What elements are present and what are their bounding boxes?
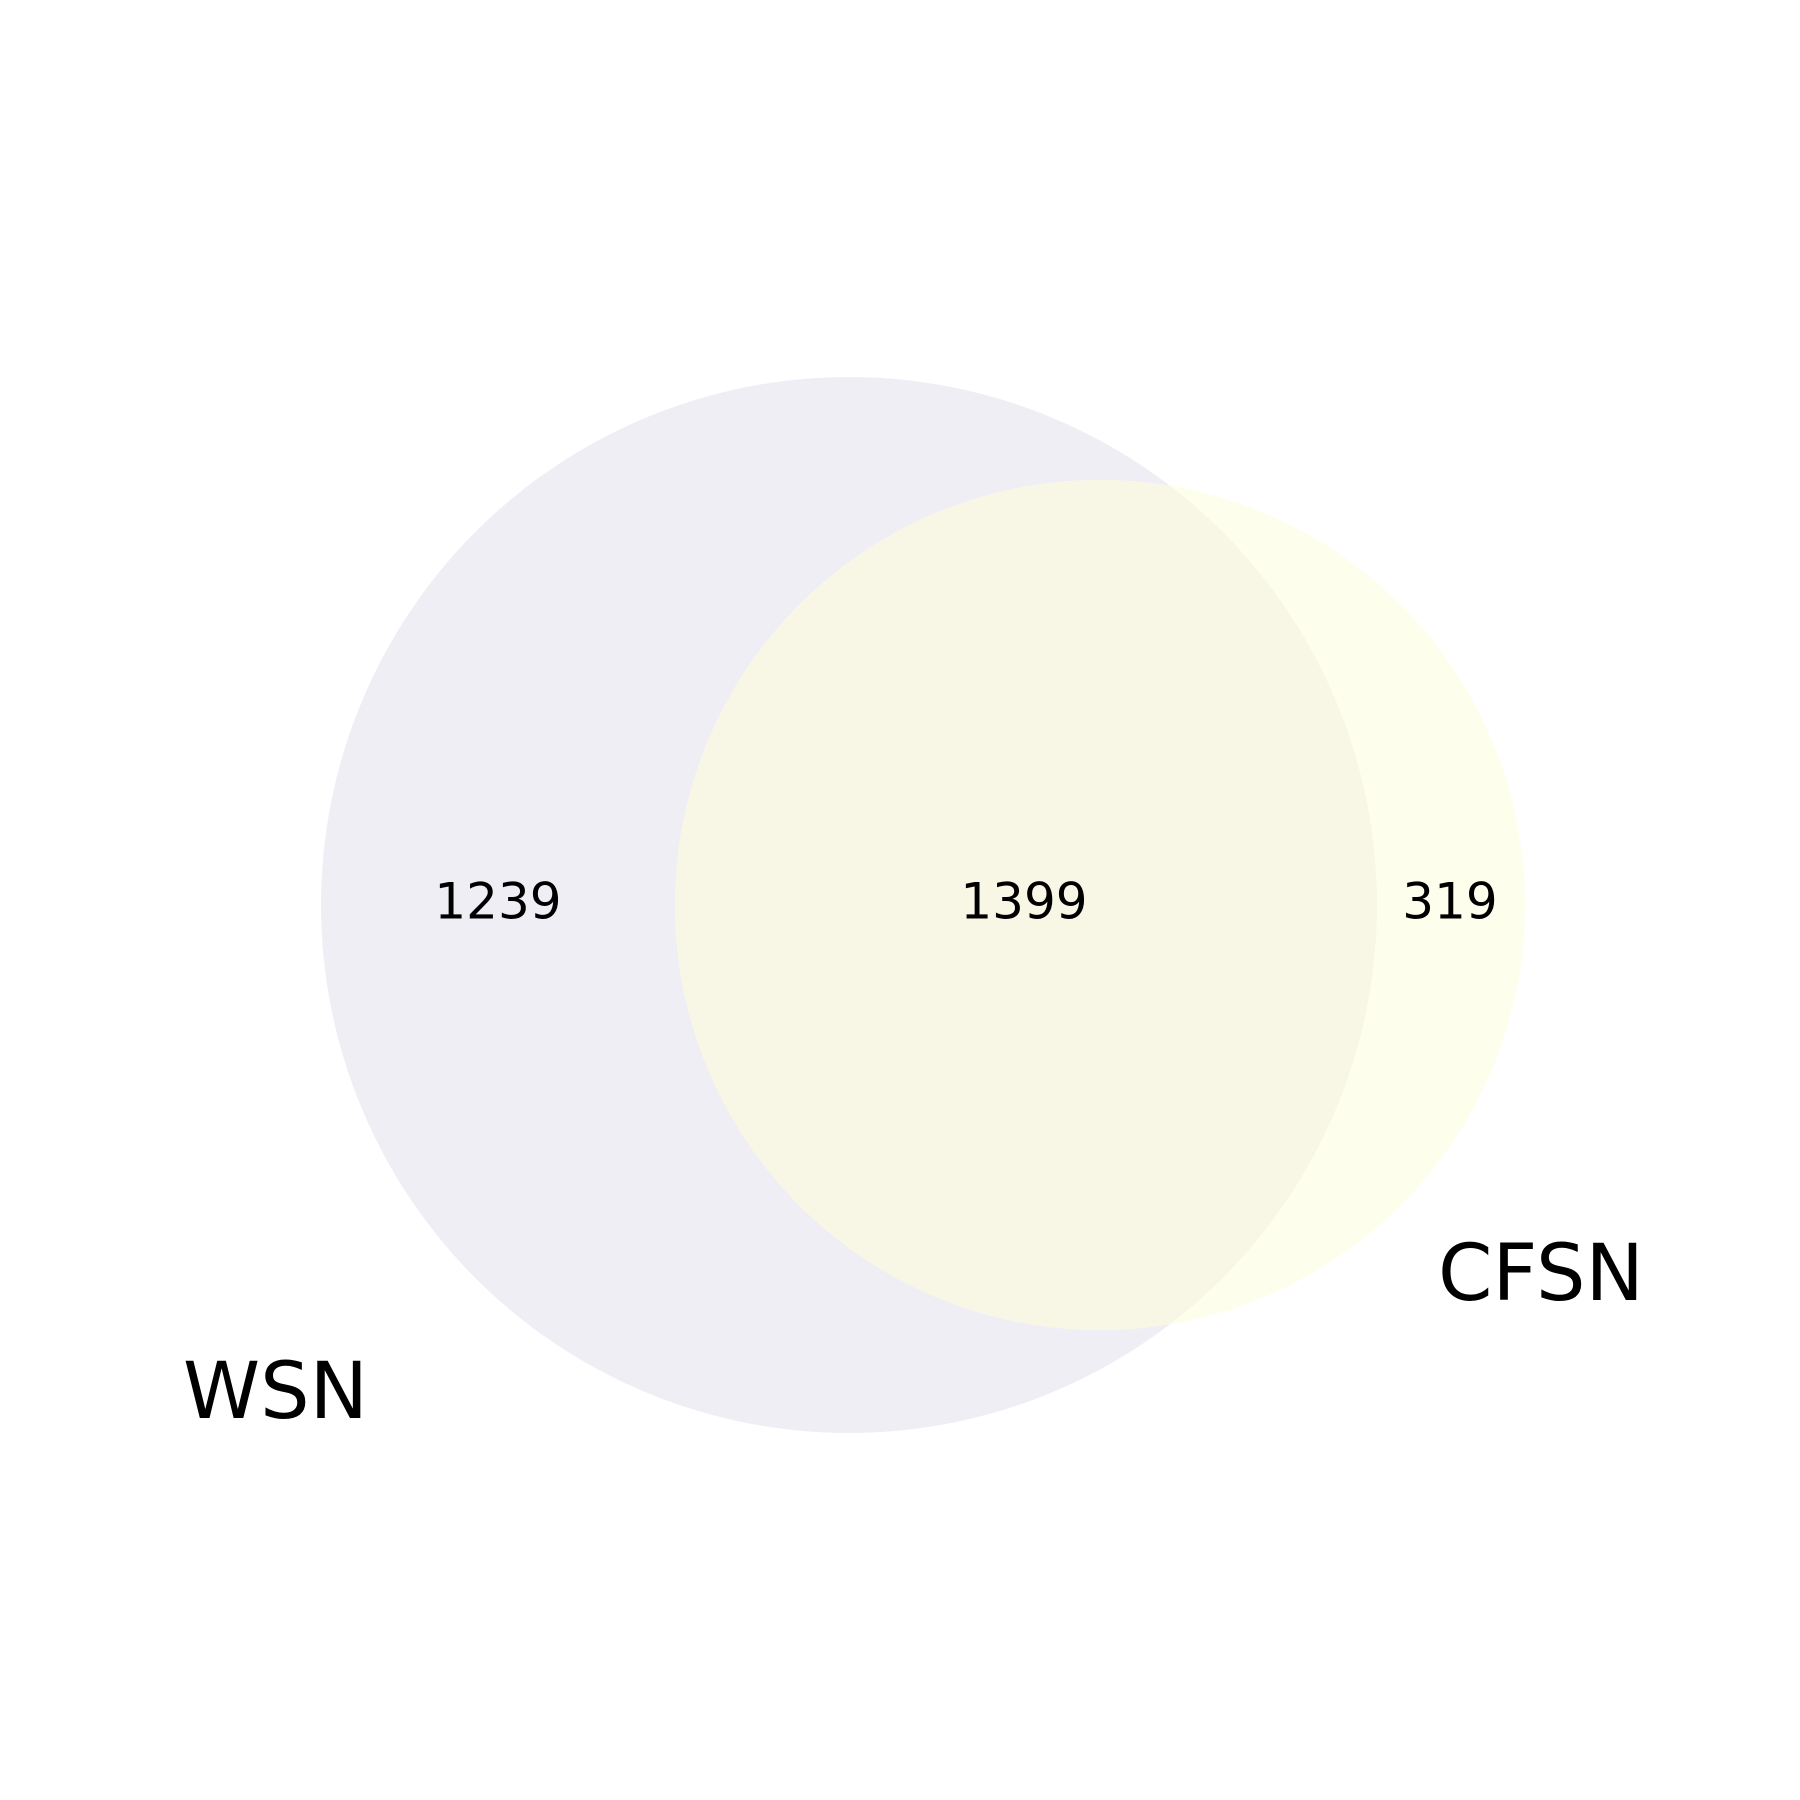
wsn-only-count: 1239 bbox=[434, 873, 561, 931]
intersection-region bbox=[675, 480, 1377, 1330]
cfsn-only-count: 319 bbox=[1402, 873, 1497, 931]
intersection-count: 1399 bbox=[960, 873, 1087, 931]
cfsn-set-label: CFSN bbox=[1438, 1229, 1644, 1319]
wsn-set-label: WSN bbox=[183, 1347, 368, 1437]
